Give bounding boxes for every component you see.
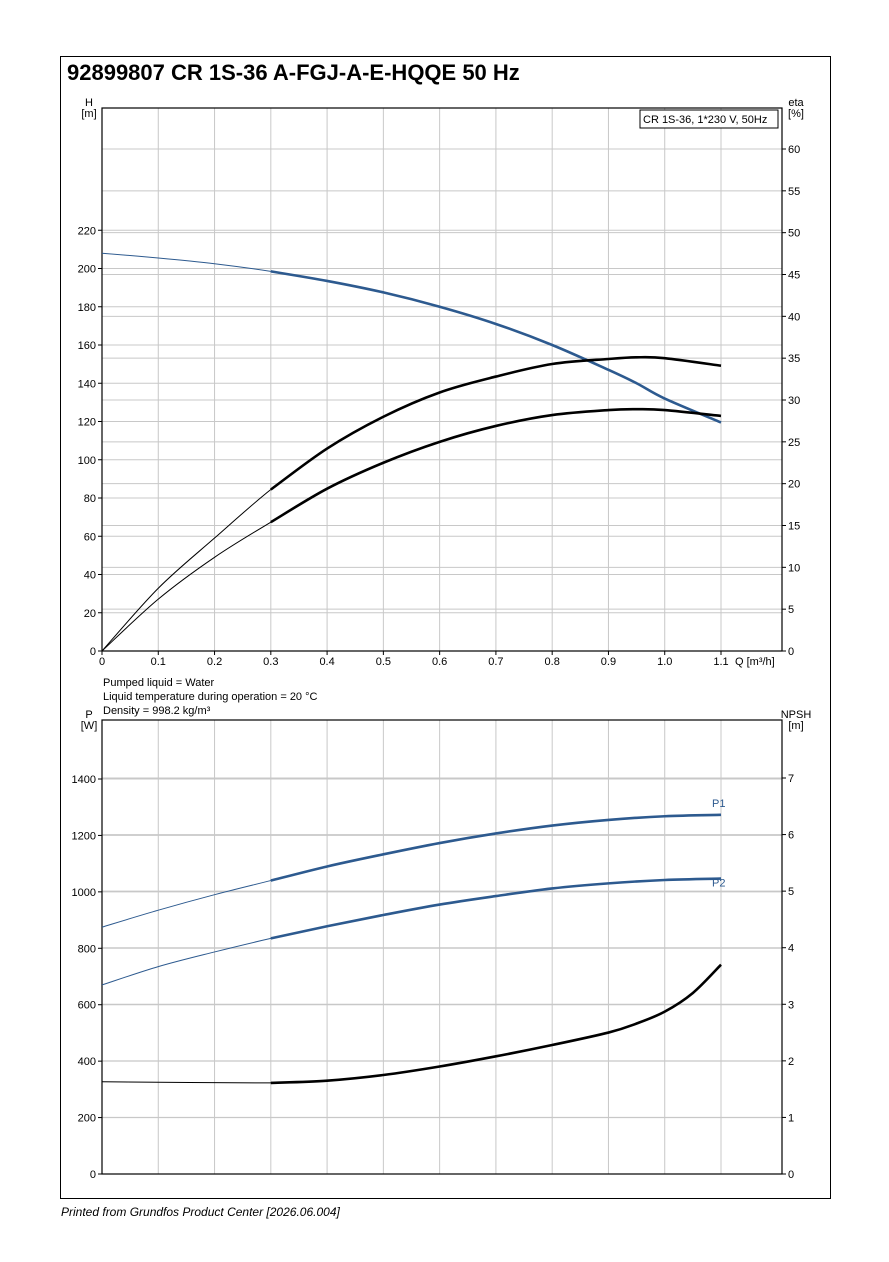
chart2-series-label-P2: P2 — [712, 878, 725, 890]
chart1-ytick-label-right: 30 — [788, 395, 800, 407]
chart1-legend-text: CR 1S-36, 1*230 V, 50Hz — [643, 114, 767, 126]
chart1-ytick-label-left: 220 — [78, 225, 96, 237]
chart1-ytick-label-right: 50 — [788, 228, 800, 240]
chart1-ytick-label-left: 0 — [90, 646, 96, 658]
chart1-ytick-label-right: 45 — [788, 270, 800, 282]
chart2-ytick-label-left: 1000 — [72, 887, 96, 899]
chart2-ytick-label-left: 1400 — [72, 774, 96, 786]
chart2-ytick-label-right: 6 — [788, 830, 794, 842]
chart2-ylabel-left-unit: [W] — [81, 720, 98, 732]
chart2-ytick-label-left: 200 — [78, 1113, 96, 1125]
liquid-info-line-2: Liquid temperature during operation = 20… — [103, 691, 318, 703]
chart1-ytick-label-left: 120 — [78, 417, 96, 429]
chart1-xtick-label: 0.2 — [207, 656, 222, 668]
chart1-ytick-label-left: 200 — [78, 264, 96, 276]
chart1-ytick-label-right: 40 — [788, 311, 800, 323]
liquid-info-line-1: Pumped liquid = Water — [103, 677, 215, 689]
chart1-ytick-label-left: 40 — [84, 570, 96, 582]
chart2-ytick-label-left: 0 — [90, 1169, 96, 1181]
footer-note: Printed from Grundfos Product Center [20… — [61, 1205, 340, 1219]
chart1-ytick-label-right: 35 — [788, 353, 800, 365]
chart1-ytick-label-right: 20 — [788, 479, 800, 491]
chart2-ytick-label-left: 400 — [78, 1056, 96, 1068]
chart1-xtick-label: 0.9 — [601, 656, 616, 668]
chart2-ytick-label-right: 2 — [788, 1056, 794, 1068]
chart2-series-1-line — [101, 878, 722, 986]
chart1-ylabel-left: H — [85, 97, 93, 109]
chart2-ytick-label-left: 800 — [78, 943, 96, 955]
chart1-ytick-label-left: 100 — [78, 455, 96, 467]
chart1-xtick-label: 0.8 — [545, 656, 560, 668]
chart1-xtick-label: 1.0 — [657, 656, 672, 668]
chart1-ytick-label-right: 60 — [788, 144, 800, 156]
chart2-series-2-line — [101, 964, 722, 1084]
chart2-ytick-label-left: 1200 — [72, 830, 96, 842]
chart2-ylabel-right: NPSH — [781, 709, 812, 721]
chart1-ytick-label-left: 160 — [78, 340, 96, 352]
chart2-ytick-label-right: 5 — [788, 886, 794, 898]
chart1-series-1-operating-range — [270, 355, 722, 491]
chart2-series-2-operating-range — [270, 963, 722, 1085]
chart1-ytick-label-right: 5 — [788, 604, 794, 616]
chart1-series-2-operating-range — [270, 407, 722, 524]
chart2-series-label-P1: P1 — [712, 798, 725, 810]
chart1-ytick-label-right: 15 — [788, 521, 800, 533]
liquid-info-line-3: Density = 998.2 kg/m³ — [103, 705, 211, 717]
chart1-ylabel-left-unit: [m] — [81, 108, 96, 120]
chart2-ylabel-left: P — [85, 709, 92, 721]
chart1-ylabel-right-unit: [%] — [788, 108, 804, 120]
chart1-ytick-label-left: 80 — [84, 493, 96, 505]
chart1-ylabel-right: eta — [788, 97, 804, 109]
chart1-xtick-label: 1.1 — [713, 656, 728, 668]
chart1-xtick-label: 0.7 — [488, 656, 503, 668]
chart2-ylabel-right-unit: [m] — [788, 720, 803, 732]
chart1-xtick-label: 0.1 — [151, 656, 166, 668]
chart1-xtick-label: 0.6 — [432, 656, 447, 668]
chart1-legend-box — [639, 109, 779, 129]
chart2-ytick-label-right: 1 — [788, 1112, 794, 1124]
page-title: 92899807 CR 1S-36 A-FGJ-A-E-HQQE 50 Hz — [67, 60, 520, 85]
chart2-series-0-operating-range — [270, 813, 722, 882]
chart1-xtick-label: 0.5 — [376, 656, 391, 668]
chart2-series-1-operating-range — [270, 877, 722, 940]
chart1-series-0-operating-range — [270, 270, 722, 424]
chart2-ytick-label-right: 4 — [788, 943, 794, 955]
chart1-xlabel: Q [m³/h] — [735, 656, 775, 668]
chart1-xtick-label: 0.4 — [319, 656, 334, 668]
chart1-ytick-label-right: 25 — [788, 437, 800, 449]
chart1-ytick-label-left: 20 — [84, 608, 96, 620]
chart2-ytick-label-left: 600 — [78, 1000, 96, 1012]
chart2-ytick-label-right: 0 — [788, 1169, 794, 1181]
chart1-ytick-label-right: 55 — [788, 186, 800, 198]
chart-frame — [60, 56, 831, 1199]
chart1-xtick-label: 0 — [99, 656, 105, 668]
chart1-xtick-label: 0.3 — [263, 656, 278, 668]
chart1-ytick-label-left: 60 — [84, 531, 96, 543]
chart2-ytick-label-right: 7 — [788, 773, 794, 785]
chart1-ytick-label-right: 10 — [788, 562, 800, 574]
chart1-plot-frame — [101, 107, 783, 652]
chart2-plot-frame — [101, 719, 783, 1175]
chart1-ytick-label-left: 180 — [78, 302, 96, 314]
chart1-ytick-label-left: 140 — [78, 378, 96, 390]
chart1-ytick-label-right: 0 — [788, 646, 794, 658]
chart2-ytick-label-right: 3 — [788, 999, 794, 1011]
